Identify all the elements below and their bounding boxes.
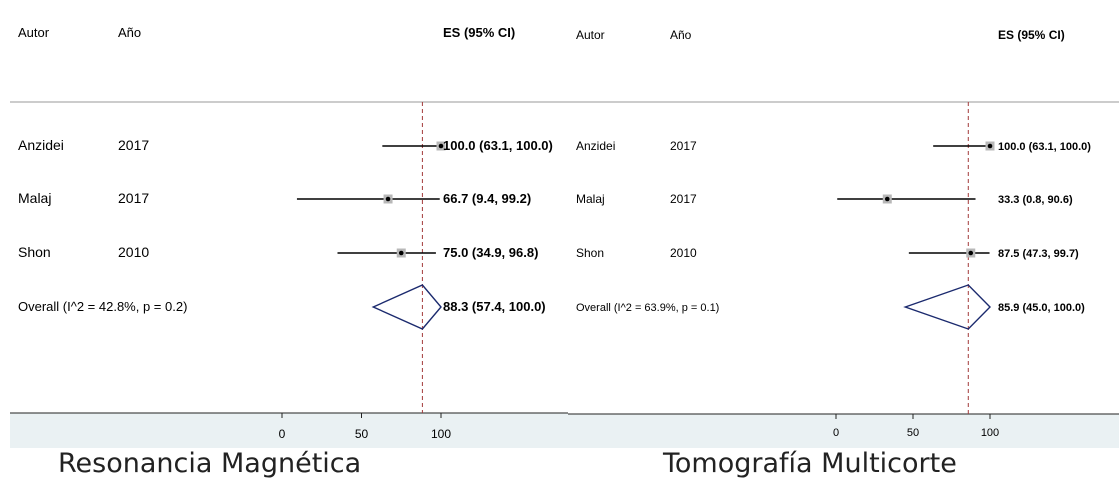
study-author: Shon [18, 244, 51, 260]
x-tick-label: 50 [907, 427, 919, 439]
study-year: 2017 [670, 139, 697, 153]
x-tick-label: 0 [833, 427, 839, 439]
header-author: Autor [576, 28, 605, 42]
header-year: Año [670, 28, 692, 42]
x-tick-label: 100 [981, 427, 999, 439]
point-estimate [884, 196, 890, 202]
forest-plots-figure: Autor Año ES (95% CI) Anzidei 2017 100.0 (63.… [10, 25, 1119, 448]
caption-left: Resonancia Magnética [58, 448, 362, 479]
overall-es-label: 88.3 (57.4, 100.0) [443, 299, 546, 314]
overall-diamond [903, 284, 991, 330]
point-estimate [438, 143, 444, 149]
study-year: 2017 [118, 190, 149, 206]
study-year: 2010 [670, 246, 697, 260]
study-year: 2017 [670, 192, 697, 206]
study-es-label: 100.0 (63.1, 100.0) [998, 141, 1091, 153]
overall-label: Overall (I^2 = 42.8%, p = 0.2) [18, 299, 187, 314]
header-year: Año [118, 25, 141, 40]
study-es-label: 87.5 (47.3, 99.7) [998, 248, 1079, 260]
x-tick-label: 100 [431, 427, 451, 441]
study-author: Shon [576, 246, 604, 260]
header-author: Autor [18, 25, 50, 40]
x-tick-label: 50 [355, 427, 369, 441]
study-es-label: 75.0 (34.9, 96.8) [443, 245, 538, 260]
point-estimate [968, 250, 974, 256]
study-year: 2017 [118, 137, 149, 153]
study-author: Malaj [576, 192, 605, 206]
study-year: 2010 [118, 244, 149, 260]
axis-band [10, 413, 568, 448]
study-author: Anzidei [18, 137, 64, 153]
overall-es-label: 85.9 (45.0, 100.0) [998, 302, 1085, 314]
study-es-label: 100.0 (63.1, 100.0) [443, 138, 553, 153]
point-estimate [385, 196, 391, 202]
study-es-label: 33.3 (0.8, 90.6) [998, 194, 1073, 206]
header-es: ES (95% CI) [443, 25, 515, 40]
header-es: ES (95% CI) [998, 28, 1065, 42]
study-es-label: 66.7 (9.4, 99.2) [443, 191, 531, 206]
study-author: Malaj [18, 190, 51, 206]
x-tick-label: 0 [279, 427, 286, 441]
axis-band [568, 414, 1119, 448]
overall-label: Overall (I^2 = 63.9%, p = 0.1) [576, 302, 719, 314]
point-estimate [987, 143, 993, 149]
overall-diamond [371, 284, 442, 330]
study-author: Anzidei [576, 139, 615, 153]
point-estimate [398, 250, 404, 256]
caption-right: Tomografía Multicorte [663, 448, 957, 479]
